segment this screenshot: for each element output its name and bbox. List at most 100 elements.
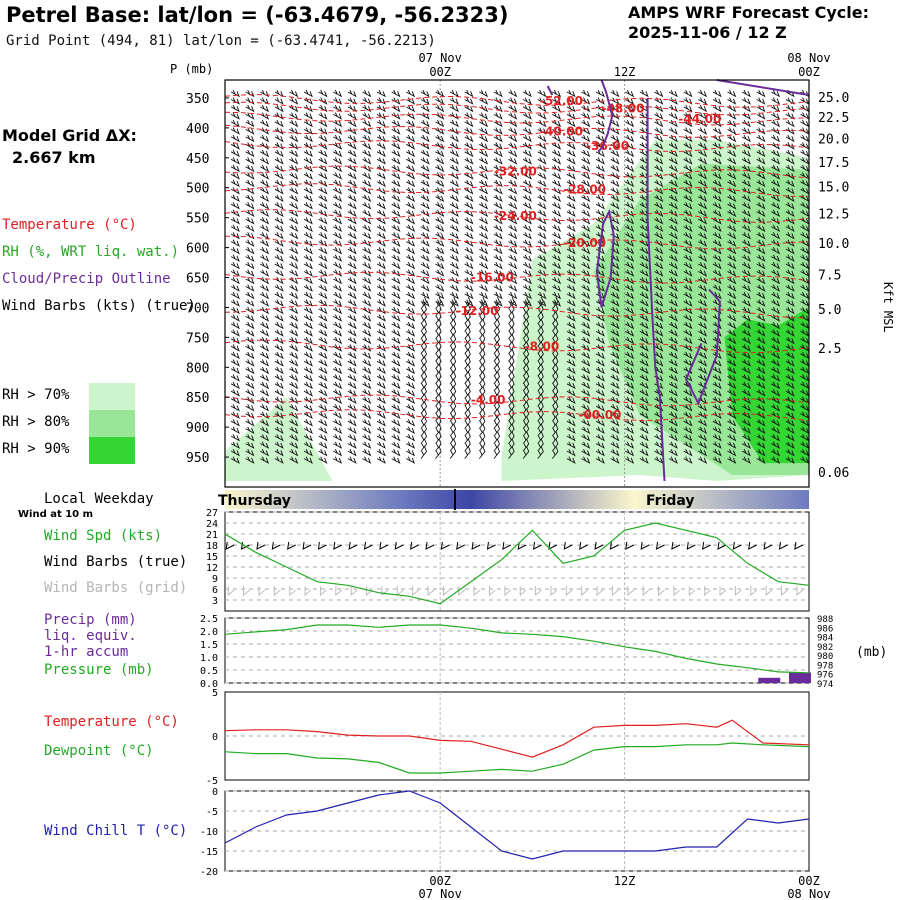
wind-barb xyxy=(566,254,576,262)
wind-barb xyxy=(493,247,503,255)
wind-barb xyxy=(522,296,530,310)
wind-barb xyxy=(274,389,284,397)
wind-barb xyxy=(522,291,532,300)
wind-barb xyxy=(260,239,270,247)
wind-barb xyxy=(625,374,635,382)
wind-barb xyxy=(406,89,416,98)
wind-barb xyxy=(741,434,751,442)
wind-barb xyxy=(581,329,591,337)
wind-barb xyxy=(289,187,299,195)
wind-barb xyxy=(289,389,299,397)
wind-barb xyxy=(376,224,386,233)
wind-barb xyxy=(610,284,620,292)
wind-barb xyxy=(318,381,328,390)
wind-barb xyxy=(449,431,457,444)
wind-barb xyxy=(522,408,530,422)
wind-barb xyxy=(464,142,474,150)
wind-barb xyxy=(683,276,693,285)
wind-barb xyxy=(785,374,795,382)
isotherm-line xyxy=(224,409,810,422)
wind-barb xyxy=(464,326,471,340)
wind-barb xyxy=(493,326,501,340)
isotherm-label: -32.00 xyxy=(494,165,537,179)
wind-barb xyxy=(230,426,240,435)
wind-barb xyxy=(274,232,284,240)
wind-barb xyxy=(376,291,386,300)
wind-barb xyxy=(698,359,708,367)
wind-barb xyxy=(785,276,795,285)
wind-barb xyxy=(245,89,255,98)
wind-barb xyxy=(625,291,635,300)
wind-barb xyxy=(610,142,620,150)
wind-barb xyxy=(318,89,328,98)
wind-barb xyxy=(785,344,795,352)
wind-barb xyxy=(478,311,486,325)
cloud-outline xyxy=(546,85,554,96)
wind-barb xyxy=(785,247,795,255)
wind-barb xyxy=(683,157,693,165)
wind-barb xyxy=(683,187,693,195)
wind-barb xyxy=(420,127,430,135)
wind-barb xyxy=(741,426,751,435)
wind-barb xyxy=(230,366,240,375)
wind-barb xyxy=(230,441,240,449)
y-tick-label: 21 xyxy=(206,530,218,541)
wind-barb xyxy=(771,321,781,330)
wind-barb xyxy=(741,262,751,270)
wind-barb xyxy=(508,134,518,143)
wind-barb xyxy=(639,396,649,404)
pressure-tick-label: 950 xyxy=(186,451,209,466)
wind-barb xyxy=(333,359,343,367)
wind-barb xyxy=(303,284,313,292)
wind-barb xyxy=(508,438,515,452)
wind-barb xyxy=(508,157,518,165)
wind-barb xyxy=(260,344,270,352)
isotherm-line xyxy=(224,140,810,153)
wind-barb xyxy=(522,239,532,247)
wind-barb xyxy=(771,314,781,322)
wind-barb-grid xyxy=(243,586,250,597)
wind-barb xyxy=(391,359,401,367)
wind-barb xyxy=(435,232,445,240)
wind-barb xyxy=(479,291,489,300)
wind-barb xyxy=(522,319,530,332)
wind-barb xyxy=(551,423,559,437)
wind-barb xyxy=(581,209,591,217)
wind-barb xyxy=(741,187,751,195)
wind-barb xyxy=(333,299,343,307)
wind-barb xyxy=(771,164,781,173)
wind-barb xyxy=(683,89,693,98)
wind-barb xyxy=(274,157,284,165)
wind-barb xyxy=(406,441,416,449)
wind-barb xyxy=(610,104,620,113)
wind-barb xyxy=(712,142,722,150)
wind-barb xyxy=(785,426,795,435)
wind-barb xyxy=(566,396,576,404)
wind-barb xyxy=(654,366,664,375)
wind-barb-true xyxy=(563,541,573,550)
wind-barb xyxy=(479,119,489,128)
wind-barb xyxy=(785,164,795,173)
wind-barb xyxy=(712,269,722,277)
wind-barb xyxy=(420,276,430,285)
wind-barb xyxy=(610,127,620,135)
wind-barb xyxy=(289,164,299,173)
isotherm-line xyxy=(224,183,810,197)
wind-barb xyxy=(362,366,372,375)
y-tick-label: -20 xyxy=(200,867,218,878)
wind-barb xyxy=(391,134,401,143)
wind-barb xyxy=(420,179,430,188)
wind-barb xyxy=(741,449,751,457)
wind-barb xyxy=(435,134,445,143)
wind-barb xyxy=(756,127,766,135)
wind-barb xyxy=(610,299,620,307)
y-tick-label: 5 xyxy=(212,688,218,699)
wind-barb xyxy=(464,438,471,452)
wind-barb xyxy=(376,456,386,464)
wind-barb xyxy=(420,386,428,399)
wind-barb xyxy=(449,401,457,414)
wind-barb xyxy=(289,254,299,262)
forecast-cycle-label: AMPS WRF Forecast Cycle: xyxy=(628,3,870,22)
wind-barb xyxy=(406,351,416,360)
wind-barb xyxy=(522,179,532,188)
